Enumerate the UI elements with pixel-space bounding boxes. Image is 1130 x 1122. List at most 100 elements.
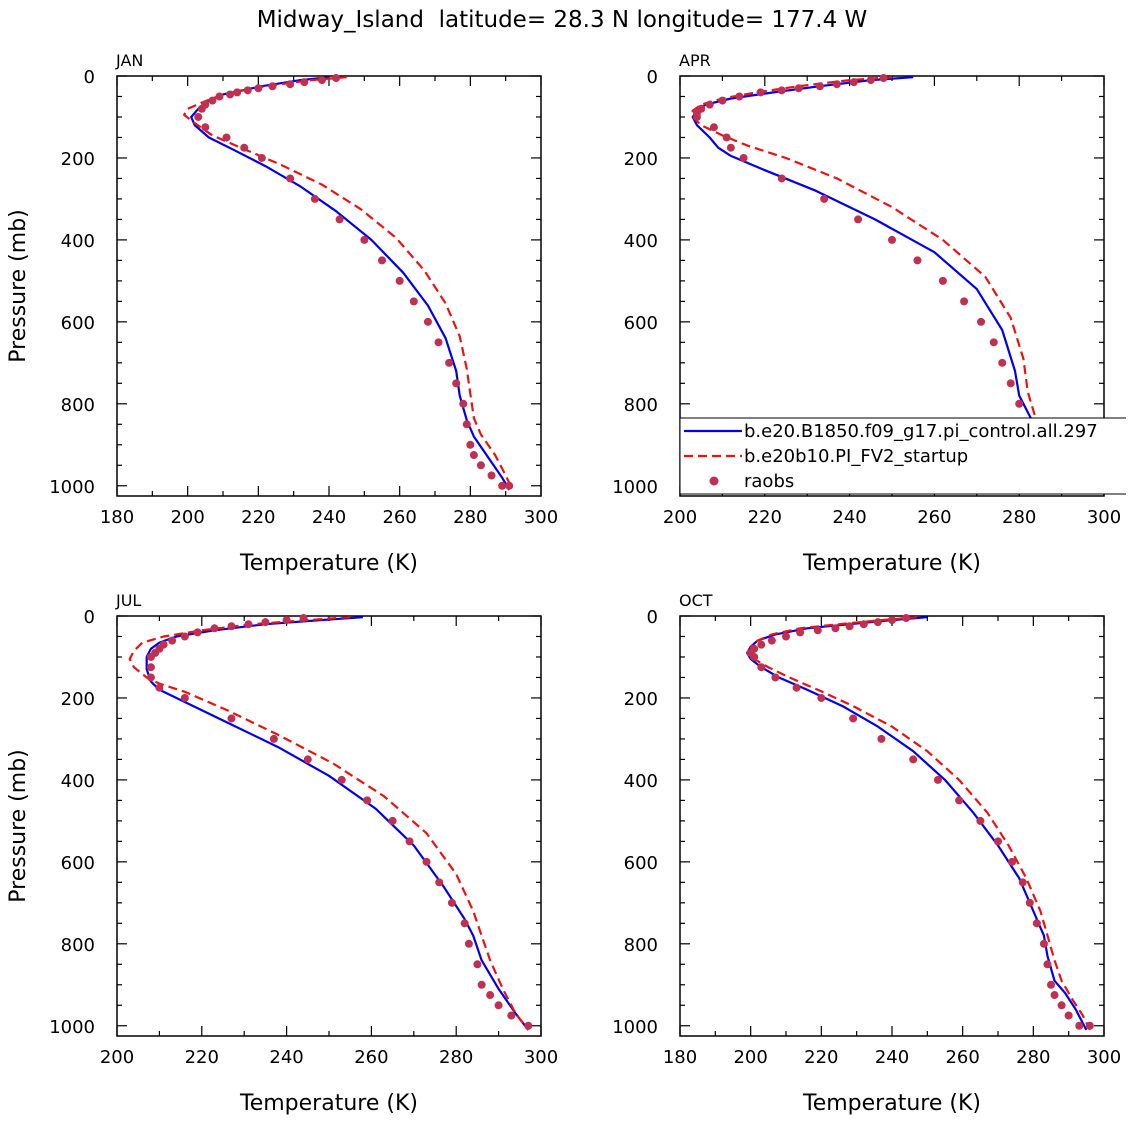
x-tick-label: 300 [1087, 507, 1121, 528]
raobs-point [244, 620, 253, 629]
raobs-point [303, 755, 312, 764]
raobs-point [208, 96, 217, 105]
raobs-point [820, 194, 829, 203]
x-tick-label: 260 [354, 1047, 388, 1068]
panel-oct: 180 200 220 240 260 280 300 0 200 400 600 800 1000 Te… [612, 591, 1121, 1116]
y-tick-label: 400 [624, 231, 658, 252]
raobs-point [197, 104, 206, 113]
y-tick-label: 800 [61, 935, 95, 956]
raobs-point [524, 1021, 533, 1030]
panel-title: OCT [679, 591, 713, 610]
raobs-point [866, 76, 875, 85]
series-line-control [145, 616, 530, 1031]
raobs-point [750, 652, 759, 661]
raobs-point [507, 1011, 516, 1020]
raobs-point [1006, 379, 1015, 388]
x-tick-label: 200 [170, 507, 204, 528]
figure-title: Midway_Island latitude= 28.3 N longitude… [257, 7, 868, 33]
raobs-point [777, 86, 786, 95]
x-tick-label: 280 [453, 507, 487, 528]
raobs-point [1057, 1001, 1066, 1010]
raobs-point [938, 276, 947, 285]
raobs-point [476, 461, 485, 470]
x-axis-label: Temperature (K) [802, 551, 981, 576]
x-tick-label: 240 [312, 507, 346, 528]
y-tick-label: 400 [61, 231, 95, 252]
x-tick-label: 200 [733, 1047, 767, 1068]
raobs-point [486, 991, 495, 1000]
x-tick-label: 280 [439, 1047, 473, 1068]
raobs-point [1043, 960, 1052, 969]
raobs-point [1015, 399, 1024, 408]
raobs-point [405, 837, 414, 846]
raobs-point [269, 734, 278, 743]
panel-jan: 180 200 220 240 260 280 300 0 200 400 600 800 1000 Te… [6, 51, 558, 576]
raobs-point [240, 143, 249, 152]
y-tick-label: 800 [624, 935, 658, 956]
raobs-point [210, 624, 219, 633]
raobs-point [726, 143, 735, 152]
series-line-startup [691, 76, 1076, 491]
x-tick-label: 300 [1087, 1047, 1121, 1068]
raobs-point [268, 82, 277, 91]
raobs-point [422, 857, 431, 866]
raobs-point [782, 632, 790, 641]
raobs-point [849, 714, 858, 723]
raobs-point [705, 100, 714, 109]
raobs-point [487, 471, 496, 480]
x-tick-label: 300 [524, 1047, 558, 1068]
raobs-point [888, 235, 896, 244]
x-tick-label: 260 [917, 507, 951, 528]
raobs-point [845, 622, 854, 631]
x-tick-label: 240 [875, 1047, 909, 1068]
raobs-point [902, 614, 911, 623]
raobs-point [709, 123, 718, 132]
raobs-point [310, 194, 319, 203]
y-tick-label: 400 [61, 771, 95, 792]
raobs-point [771, 673, 780, 682]
raobs-point [955, 796, 964, 805]
raobs-point [180, 693, 189, 702]
raobs-point [817, 693, 826, 702]
raobs-point [794, 84, 803, 93]
raobs-point [146, 673, 155, 682]
y-tick-label: 200 [624, 689, 658, 710]
raobs-point [168, 636, 177, 645]
raobs-point [360, 235, 369, 244]
raobs-point [337, 775, 346, 784]
raobs-point [498, 481, 507, 490]
raobs-point [282, 616, 291, 625]
raobs-point [227, 622, 236, 631]
raobs-point [226, 90, 235, 99]
raobs-point [877, 734, 886, 743]
x-tick-label: 240 [832, 507, 866, 528]
raobs-point [286, 174, 295, 183]
raobs-point [909, 755, 918, 764]
y-axis-label: Pressure (mb) [6, 749, 31, 903]
raobs-point [409, 297, 418, 306]
raobs-point [913, 256, 922, 265]
series-line-control [190, 76, 511, 491]
raobs-point [473, 960, 482, 969]
raobs-point [854, 215, 863, 224]
raobs-point [423, 317, 432, 326]
raobs-point [831, 624, 840, 633]
raobs-point [718, 96, 727, 105]
y-tick-label: 600 [61, 853, 95, 874]
raobs-point [335, 215, 344, 224]
raobs-point [233, 88, 242, 97]
panel-title: APR [679, 51, 711, 70]
raobs-point [735, 92, 744, 101]
raobs-point [1032, 919, 1041, 928]
raobs-point [435, 878, 444, 887]
raobs-point [960, 297, 969, 306]
x-tick-label: 220 [185, 1047, 219, 1068]
plot-frame [116, 615, 542, 1037]
x-tick-label: 220 [241, 507, 275, 528]
legend-label: b.e20b10.PI_FV2_startup [744, 446, 968, 467]
y-tick-label: 1000 [612, 1017, 658, 1038]
y-tick-label: 200 [624, 149, 658, 170]
x-tick-label: 260 [382, 507, 416, 528]
x-tick-label: 180 [663, 1047, 697, 1068]
raobs-point [243, 86, 252, 95]
